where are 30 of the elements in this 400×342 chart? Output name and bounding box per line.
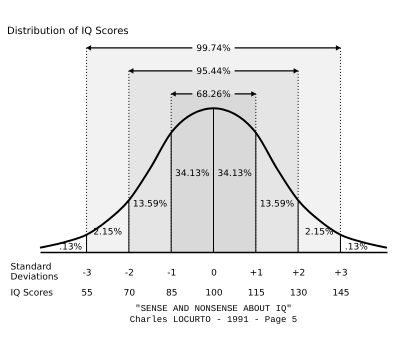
x-tick-label: +3: [334, 268, 348, 278]
chart-title: Distribution of IQ Scores: [7, 26, 129, 37]
band-label: 68.26%: [196, 90, 232, 100]
annotation: 2.15%: [304, 228, 334, 238]
annotation: 13.59%: [260, 199, 295, 210]
band-label: 95.44%: [196, 66, 232, 77]
x-tick-label: -2: [124, 268, 134, 278]
annotation: 34.13%: [217, 169, 252, 180]
annotation: .13%: [344, 242, 368, 252]
x2-tick-label: 145: [332, 288, 350, 298]
x-tick-label: -3: [82, 268, 92, 278]
x-tick-label: +1: [250, 268, 263, 278]
annotation: 13.59%: [132, 199, 168, 210]
text: "SENSE AND NONSENSE ABOUT IQ": [135, 304, 292, 314]
annotation: .13%: [59, 242, 83, 252]
x2-tick-label: 100: [205, 288, 223, 298]
text: Charles LOCURTO - 1991 - Page 5: [130, 315, 298, 325]
annotation: 34.13%: [175, 169, 210, 180]
x2-axis-title: IQ Scores: [10, 288, 54, 298]
x2-tick-label: 70: [124, 288, 136, 298]
x-tick-label: -1: [167, 268, 176, 278]
annotation: 2.15%: [93, 228, 122, 238]
band-label: 99.74%: [196, 44, 232, 54]
x-axis-title: Standard Deviations: [10, 262, 59, 282]
x2-tick-label: 55: [81, 288, 93, 298]
x2-tick-label: 115: [248, 288, 265, 298]
x2-tick-label: 85: [166, 288, 178, 298]
x-tick-label: +2: [292, 268, 306, 278]
x-tick-label: 0: [211, 268, 218, 278]
x2-tick-label: 130: [290, 288, 308, 298]
